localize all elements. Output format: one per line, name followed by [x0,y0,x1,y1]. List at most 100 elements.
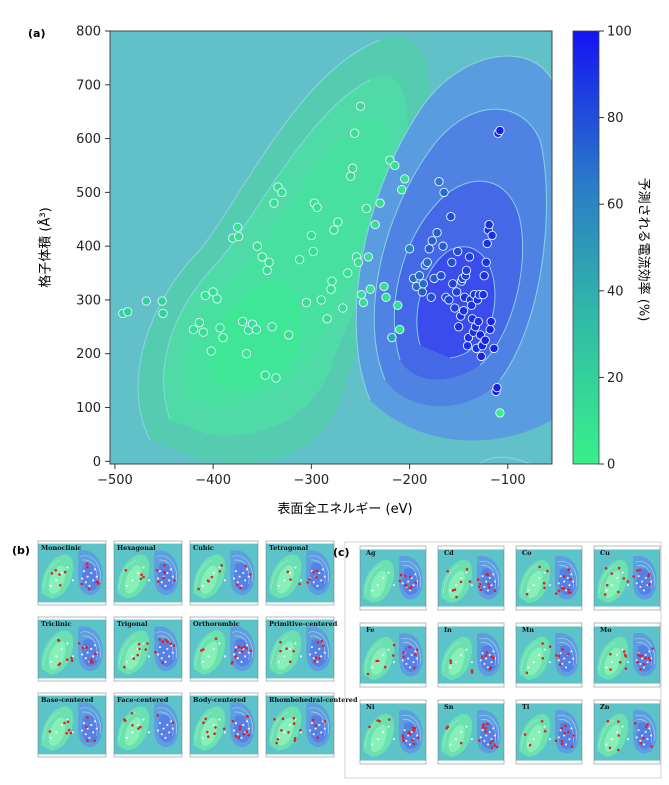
highlight-point [240,646,244,650]
highlight-point [618,661,622,664]
highlight-point [163,570,166,574]
subplot: Face-centered [113,692,183,758]
highlight-point [276,737,280,741]
highlight-point [245,647,248,650]
data-point [453,246,463,257]
data-point [461,265,472,276]
highlight-point [244,564,247,568]
highlight-point [495,745,499,749]
highlight-point [465,568,469,571]
panel-a-label: (a) [28,27,46,40]
highlight-point [279,640,282,644]
highlight-point [541,657,544,660]
highlight-point [528,743,532,747]
subplot: Monoclinic [37,540,107,606]
data-point [267,322,277,332]
data-point [353,257,364,267]
highlight-point [218,570,222,573]
highlight-point [146,642,149,645]
subplot-frame [359,622,427,688]
subplot: Sn [437,699,505,765]
subplot-title: Ni [366,703,375,711]
data-point [312,202,322,213]
subplot-background [114,543,182,603]
highlight-point [280,729,283,732]
highlight-point [156,714,160,717]
subplot-title: Base-centered [41,696,94,704]
highlight-point [313,660,317,663]
subplot: Zn [593,699,661,765]
highlight-point [650,745,653,748]
highlight-point [566,653,570,656]
data-point [395,324,405,335]
subplot-frame [437,622,505,688]
highlight-point [523,733,527,736]
highlight-point [449,659,452,662]
highlight-point [234,655,237,658]
highlight-point [488,586,491,589]
data-point [345,171,356,181]
highlight-point [70,659,74,662]
highlight-point [172,644,176,647]
subplot-frame [359,699,427,765]
highlight-point [555,654,558,657]
subplot: In [437,622,505,688]
x-tick-label: −300 [293,473,329,488]
highlight-point [279,649,282,653]
highlight-point [402,651,405,654]
highlight-point [484,727,488,730]
highlight-point [414,581,418,584]
subplot-title: Orthorombic [193,620,240,628]
data-point [252,241,262,251]
highlight-point [485,572,489,576]
highlight-point [312,718,315,722]
highlight-point [606,719,610,723]
subplot: Mn [515,622,583,688]
highlight-point [642,663,646,666]
highlight-point [408,645,411,649]
highlight-point [207,735,210,738]
subplot-background [38,543,106,603]
highlight-point [398,579,402,583]
subplot-title: Zn [600,703,610,711]
highlight-point [646,723,649,726]
scatter-points [118,101,505,418]
data-point [212,294,222,304]
data-point [422,257,432,267]
data-point [277,187,287,198]
highlight-point [617,720,620,723]
data-point [218,332,228,343]
highlight-point [238,727,242,731]
highlight-point [70,656,73,660]
x-axis-ticks: −500 −400 −300 −200 −100 [97,464,526,488]
highlight-point [617,748,620,752]
highlight-point [411,738,414,742]
data-point [271,373,281,383]
highlight-point [169,642,173,646]
subplot: Mo [593,622,661,688]
y-tick-label: 600 [76,132,101,147]
y-tick-label: 800 [76,25,101,40]
highlight-point [525,592,529,596]
subplot-title: Sn [444,703,454,711]
highlight-point [142,575,145,579]
highlight-point [214,637,218,640]
subplot-background [360,548,426,608]
highlight-point [86,739,89,742]
highlight-point [293,739,297,742]
subplot-background [266,619,334,679]
highlight-point [65,658,69,661]
highlight-point [647,656,651,660]
panel-c-frame [344,541,662,779]
colorbar-tick-label: 80 [607,111,624,126]
data-point [158,308,168,319]
highlight-point [90,658,93,661]
colorbar-tick-label: 60 [607,198,624,213]
data-point [326,284,336,294]
highlight-point [95,580,98,584]
highlight-point [138,647,141,651]
highlight-point [446,570,450,573]
highlight-point [622,650,626,653]
highlight-point [91,660,95,664]
x-tick-label: −100 [490,473,526,488]
